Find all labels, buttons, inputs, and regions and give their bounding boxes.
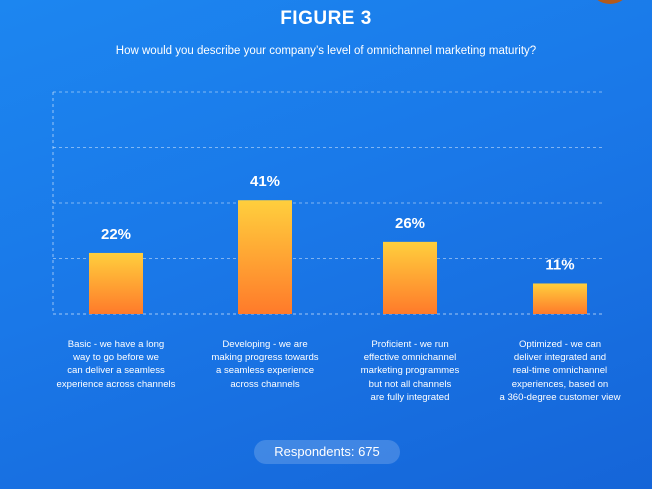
corner-badge <box>592 0 628 4</box>
category-label-line: a seamless experience <box>215 365 315 377</box>
category-label-line: but not all channels <box>368 378 452 390</box>
category-label-line: Basic - we have a long <box>67 339 165 350</box>
data-label: 26% <box>395 215 425 232</box>
bars <box>89 200 587 314</box>
category-label-line: deliver integrated and <box>513 352 607 364</box>
bar <box>533 283 587 314</box>
bar <box>383 241 437 314</box>
category-label: Developing - we are making progress towar… <box>195 338 335 391</box>
gridlines <box>52 91 602 315</box>
category-label-line: experiences, based on <box>511 378 609 390</box>
category-label: Optimized - we can deliver integrated and… <box>490 338 630 404</box>
figure-title: FIGURE 3 <box>280 8 372 29</box>
category-label-line: a 360-degree customer view <box>499 391 621 403</box>
chart-question: How would you describe your company’s le… <box>115 45 537 57</box>
category-label-line: Proficient - we run <box>371 339 449 350</box>
category-label-line: real-time omnichannel <box>512 365 608 377</box>
value-labels: 22% 41% 26% 11% <box>101 173 575 273</box>
category-label-line: marketing programmes <box>360 365 460 377</box>
bar <box>89 252 143 314</box>
category-label: Basic - we have a long way to go before w… <box>46 338 186 391</box>
category-label-line: across channels <box>230 378 300 390</box>
category-label-line: way to go before we <box>73 352 159 364</box>
category-label-line: can deliver a seamless <box>67 365 165 377</box>
bar <box>238 200 292 314</box>
data-label: 11% <box>545 256 574 273</box>
category-label-line: experience across channels <box>56 378 176 390</box>
respondents-badge: Respondents: 675 <box>254 440 400 464</box>
category-label-line: effective omnichannel <box>363 352 457 364</box>
data-label: 41% <box>250 173 280 190</box>
category-label-line: making progress towards <box>211 352 319 364</box>
category-label-line: Optimized - we can <box>518 339 602 350</box>
data-label: 22% <box>101 226 131 243</box>
category-label-line: are fully integrated <box>370 391 450 403</box>
category-label-line: Developing - we are <box>222 339 308 350</box>
category-label: Proficient - we run effective omnichannel… <box>340 338 480 404</box>
